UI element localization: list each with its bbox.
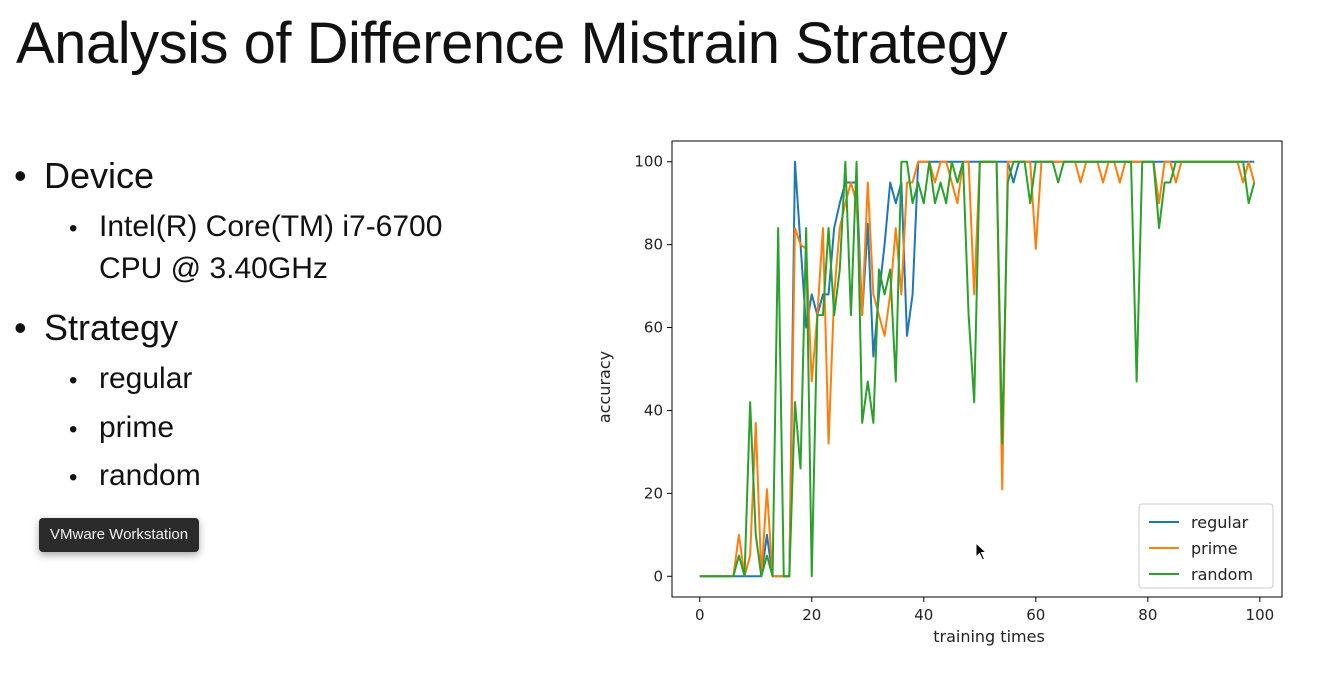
bullet-dot: • bbox=[69, 215, 78, 242]
y-tick-label: 20 bbox=[644, 484, 663, 502]
bullet-strategy: • Strategy bbox=[14, 307, 178, 349]
y-tick-label: 80 bbox=[644, 236, 663, 254]
x-tick-label: 0 bbox=[695, 606, 705, 624]
bullet-dot: • bbox=[14, 155, 27, 196]
y-tick-label: 0 bbox=[653, 567, 663, 585]
bullet-device-value: • Intel(R) Core(TM) i7-6700 CPU @ 3.40GHz bbox=[69, 207, 442, 289]
x-axis-label: training times bbox=[933, 627, 1045, 646]
bullet-device-label: Device bbox=[44, 155, 155, 196]
bullet-strategy-label: Strategy bbox=[44, 307, 179, 348]
legend-label-random: random bbox=[1191, 565, 1253, 584]
y-tick-label: 100 bbox=[634, 153, 663, 171]
y-tick-label: 60 bbox=[644, 319, 663, 337]
bullet-dot: • bbox=[14, 307, 27, 348]
strategy-item: random bbox=[99, 459, 201, 492]
bullet-device: • Device bbox=[14, 155, 154, 197]
device-value-line2: CPU @ 3.40GHz bbox=[99, 252, 328, 285]
x-tick-label: 60 bbox=[1026, 606, 1045, 624]
taskbar-tooltip: VMware Workstation bbox=[39, 518, 200, 552]
x-tick-label: 40 bbox=[914, 606, 933, 624]
y-axis-label: accuracy bbox=[595, 351, 614, 423]
x-tick-label: 80 bbox=[1138, 606, 1157, 624]
series-line-random bbox=[699, 160, 1256, 578]
x-tick-label: 20 bbox=[802, 606, 821, 624]
device-value-line1: Intel(R) Core(TM) i7-6700 bbox=[99, 210, 443, 243]
series-line-prime bbox=[699, 160, 1256, 578]
legend-label-regular: regular bbox=[1191, 513, 1249, 532]
strategy-item: prime bbox=[99, 411, 175, 444]
bullet-strategy-regular: • regular bbox=[69, 359, 192, 401]
bullet-strategy-prime: • prime bbox=[69, 408, 174, 450]
legend-box bbox=[1138, 503, 1274, 589]
accuracy-line-chart: 0 20 40 60 80 100 0 20 40 60 80 100 training times ac… bbox=[595, 140, 1283, 646]
bullet-dot: • bbox=[69, 367, 78, 394]
y-tick-label: 40 bbox=[644, 401, 663, 419]
plot-frame bbox=[671, 140, 1283, 598]
strategy-item: regular bbox=[99, 362, 193, 395]
slide-title: Analysis of Difference Mistrain Strategy bbox=[16, 11, 1008, 76]
x-tick-label: 100 bbox=[1246, 606, 1275, 624]
bullet-strategy-random: • random bbox=[69, 456, 201, 498]
bullet-dot: • bbox=[69, 464, 78, 491]
bullet-dot: • bbox=[69, 416, 78, 443]
legend-label-prime: prime bbox=[1191, 539, 1238, 558]
mouse-cursor-icon bbox=[975, 542, 988, 561]
